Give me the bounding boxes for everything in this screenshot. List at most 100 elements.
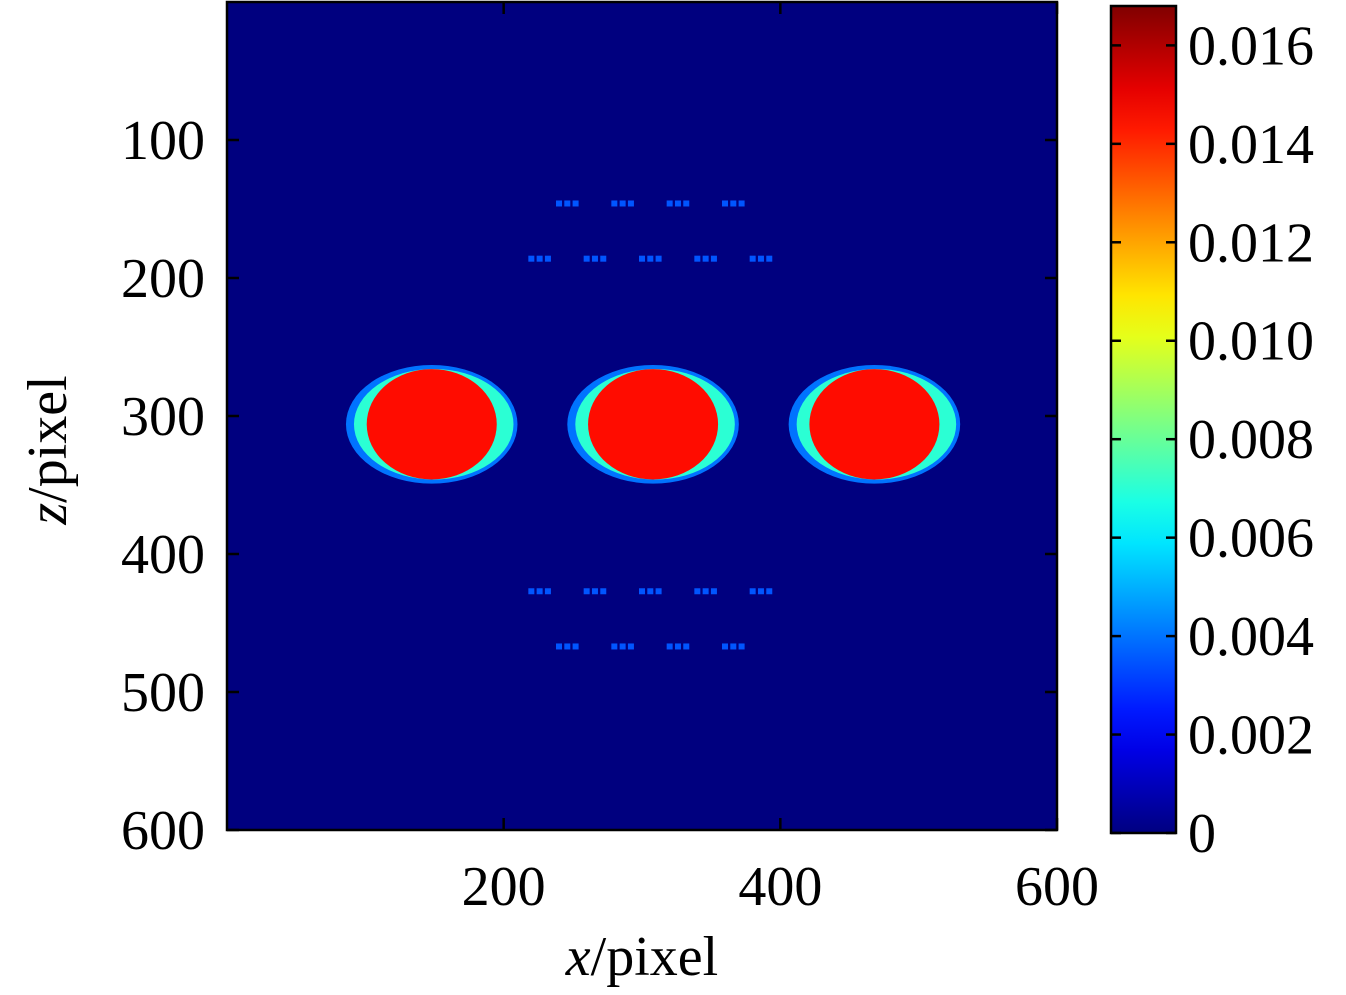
point-marker: [766, 588, 773, 595]
colorbar-tick-label: 0.012: [1188, 212, 1314, 274]
point-marker: [647, 255, 654, 262]
disk-core: [809, 369, 940, 480]
point-marker: [749, 588, 756, 595]
point-group-r3-2: [583, 588, 607, 595]
point-marker: [738, 200, 745, 207]
point-group-r3-3: [639, 588, 662, 595]
point-marker: [702, 255, 709, 262]
colorbar-tick-label: 0.010: [1188, 311, 1314, 373]
point-marker: [710, 255, 717, 262]
colorbar-tick-label: 0.006: [1188, 508, 1314, 570]
disk-core: [366, 369, 497, 480]
point-marker: [619, 643, 626, 650]
point-marker: [536, 255, 543, 262]
colorbar-tick-label: 0: [1188, 803, 1216, 865]
point-marker: [749, 255, 756, 262]
point-marker: [666, 200, 673, 207]
point-marker: [600, 588, 607, 595]
point-marker: [572, 200, 579, 207]
disk-3: [788, 364, 961, 484]
point-marker: [556, 200, 562, 207]
point-marker: [627, 643, 634, 650]
point-group-r2-2: [583, 255, 607, 262]
y-axis-unit: /pixel: [17, 375, 79, 503]
point-marker: [766, 255, 773, 262]
point-marker: [683, 643, 690, 650]
colorbar: 0 0.002 0.004 0.006 0.008 0.010 0.012 0.014 0.01…: [1109, 4, 1314, 865]
plot-area: [225, 0, 1059, 832]
point-marker: [591, 255, 598, 262]
point-marker: [544, 588, 551, 595]
y-axis-variable: z: [17, 503, 79, 526]
point-group-r2-5: [749, 255, 773, 262]
point-marker: [666, 643, 673, 650]
colorbar-tick-marks: [1111, 44, 1176, 835]
point-group-r4-1: [556, 643, 579, 650]
y-tick-label: 600: [121, 800, 205, 862]
colorbar-gradient: [1111, 6, 1176, 833]
point-marker: [655, 588, 662, 595]
point-marker: [611, 643, 618, 650]
point-marker: [564, 200, 571, 207]
point-marker: [528, 255, 535, 262]
point-group-r4-4: [722, 643, 745, 650]
point-marker: [556, 643, 562, 650]
x-axis-variable: x: [565, 926, 591, 988]
x-axis-title: x/pixel: [565, 926, 718, 988]
point-marker: [600, 255, 607, 262]
point-group-r3-4: [694, 588, 717, 595]
y-tick-marks: [227, 138, 1057, 832]
point-marker: [647, 588, 654, 595]
x-tick-label: 600: [1015, 856, 1099, 918]
point-group-r3-1: [528, 588, 551, 595]
point-marker: [572, 643, 579, 650]
point-group-r3-5: [749, 588, 773, 595]
point-marker: [655, 255, 662, 262]
point-marker: [611, 200, 618, 207]
point-marker: [591, 588, 598, 595]
colorbar-tick-labels: 0 0.002 0.004 0.006 0.008 0.010 0.012 0.014 0.01…: [1188, 15, 1314, 865]
point-group-r2-3: [639, 255, 662, 262]
point-group-r1-1: [556, 200, 579, 207]
point-group-r4-2: [611, 643, 634, 650]
colorbar-tick-label: 0.002: [1188, 705, 1314, 767]
x-tick-marks: [502, 2, 1059, 830]
point-group-r4-3: [666, 643, 690, 650]
point-marker: [738, 643, 745, 650]
point-marker: [639, 255, 645, 262]
point-marker: [757, 255, 764, 262]
x-tick-label: 200: [462, 856, 546, 918]
point-marker: [627, 200, 634, 207]
y-tick-label: 400: [121, 524, 205, 586]
colorbar-tick-label: 0.008: [1188, 409, 1314, 471]
y-axis-title: z/pixel: [17, 375, 79, 525]
y-tick-label: 500: [121, 662, 205, 724]
point-marker: [722, 200, 728, 207]
point-marker: [536, 588, 543, 595]
point-group-r2-1: [528, 255, 551, 262]
disk-2: [567, 364, 739, 484]
x-tick-labels: 200 400 600: [462, 856, 1099, 918]
y-tick-label: 100: [121, 110, 205, 172]
disk-core: [588, 369, 719, 480]
colorbar-frame: [1109, 4, 1178, 835]
point-group-r2-4: [694, 255, 717, 262]
point-marker: [710, 588, 717, 595]
colorbar-tick-label: 0.004: [1188, 606, 1314, 668]
colorbar-tick-label: 0.014: [1188, 114, 1314, 176]
point-marker: [722, 643, 728, 650]
disk-1: [345, 364, 518, 484]
point-marker: [757, 588, 764, 595]
x-axis-unit: /pixel: [591, 926, 719, 988]
point-marker: [702, 588, 709, 595]
point-group-r1-2: [611, 200, 634, 207]
y-tick-label: 200: [121, 248, 205, 310]
point-marker: [694, 255, 701, 262]
point-marker: [730, 200, 737, 207]
heatmap-layer: [345, 200, 961, 650]
point-group-r1-4: [722, 200, 745, 207]
y-tick-labels: 100 200 300 400 500 600: [121, 110, 205, 862]
point-group-r1-3: [666, 200, 690, 207]
point-marker: [583, 255, 590, 262]
